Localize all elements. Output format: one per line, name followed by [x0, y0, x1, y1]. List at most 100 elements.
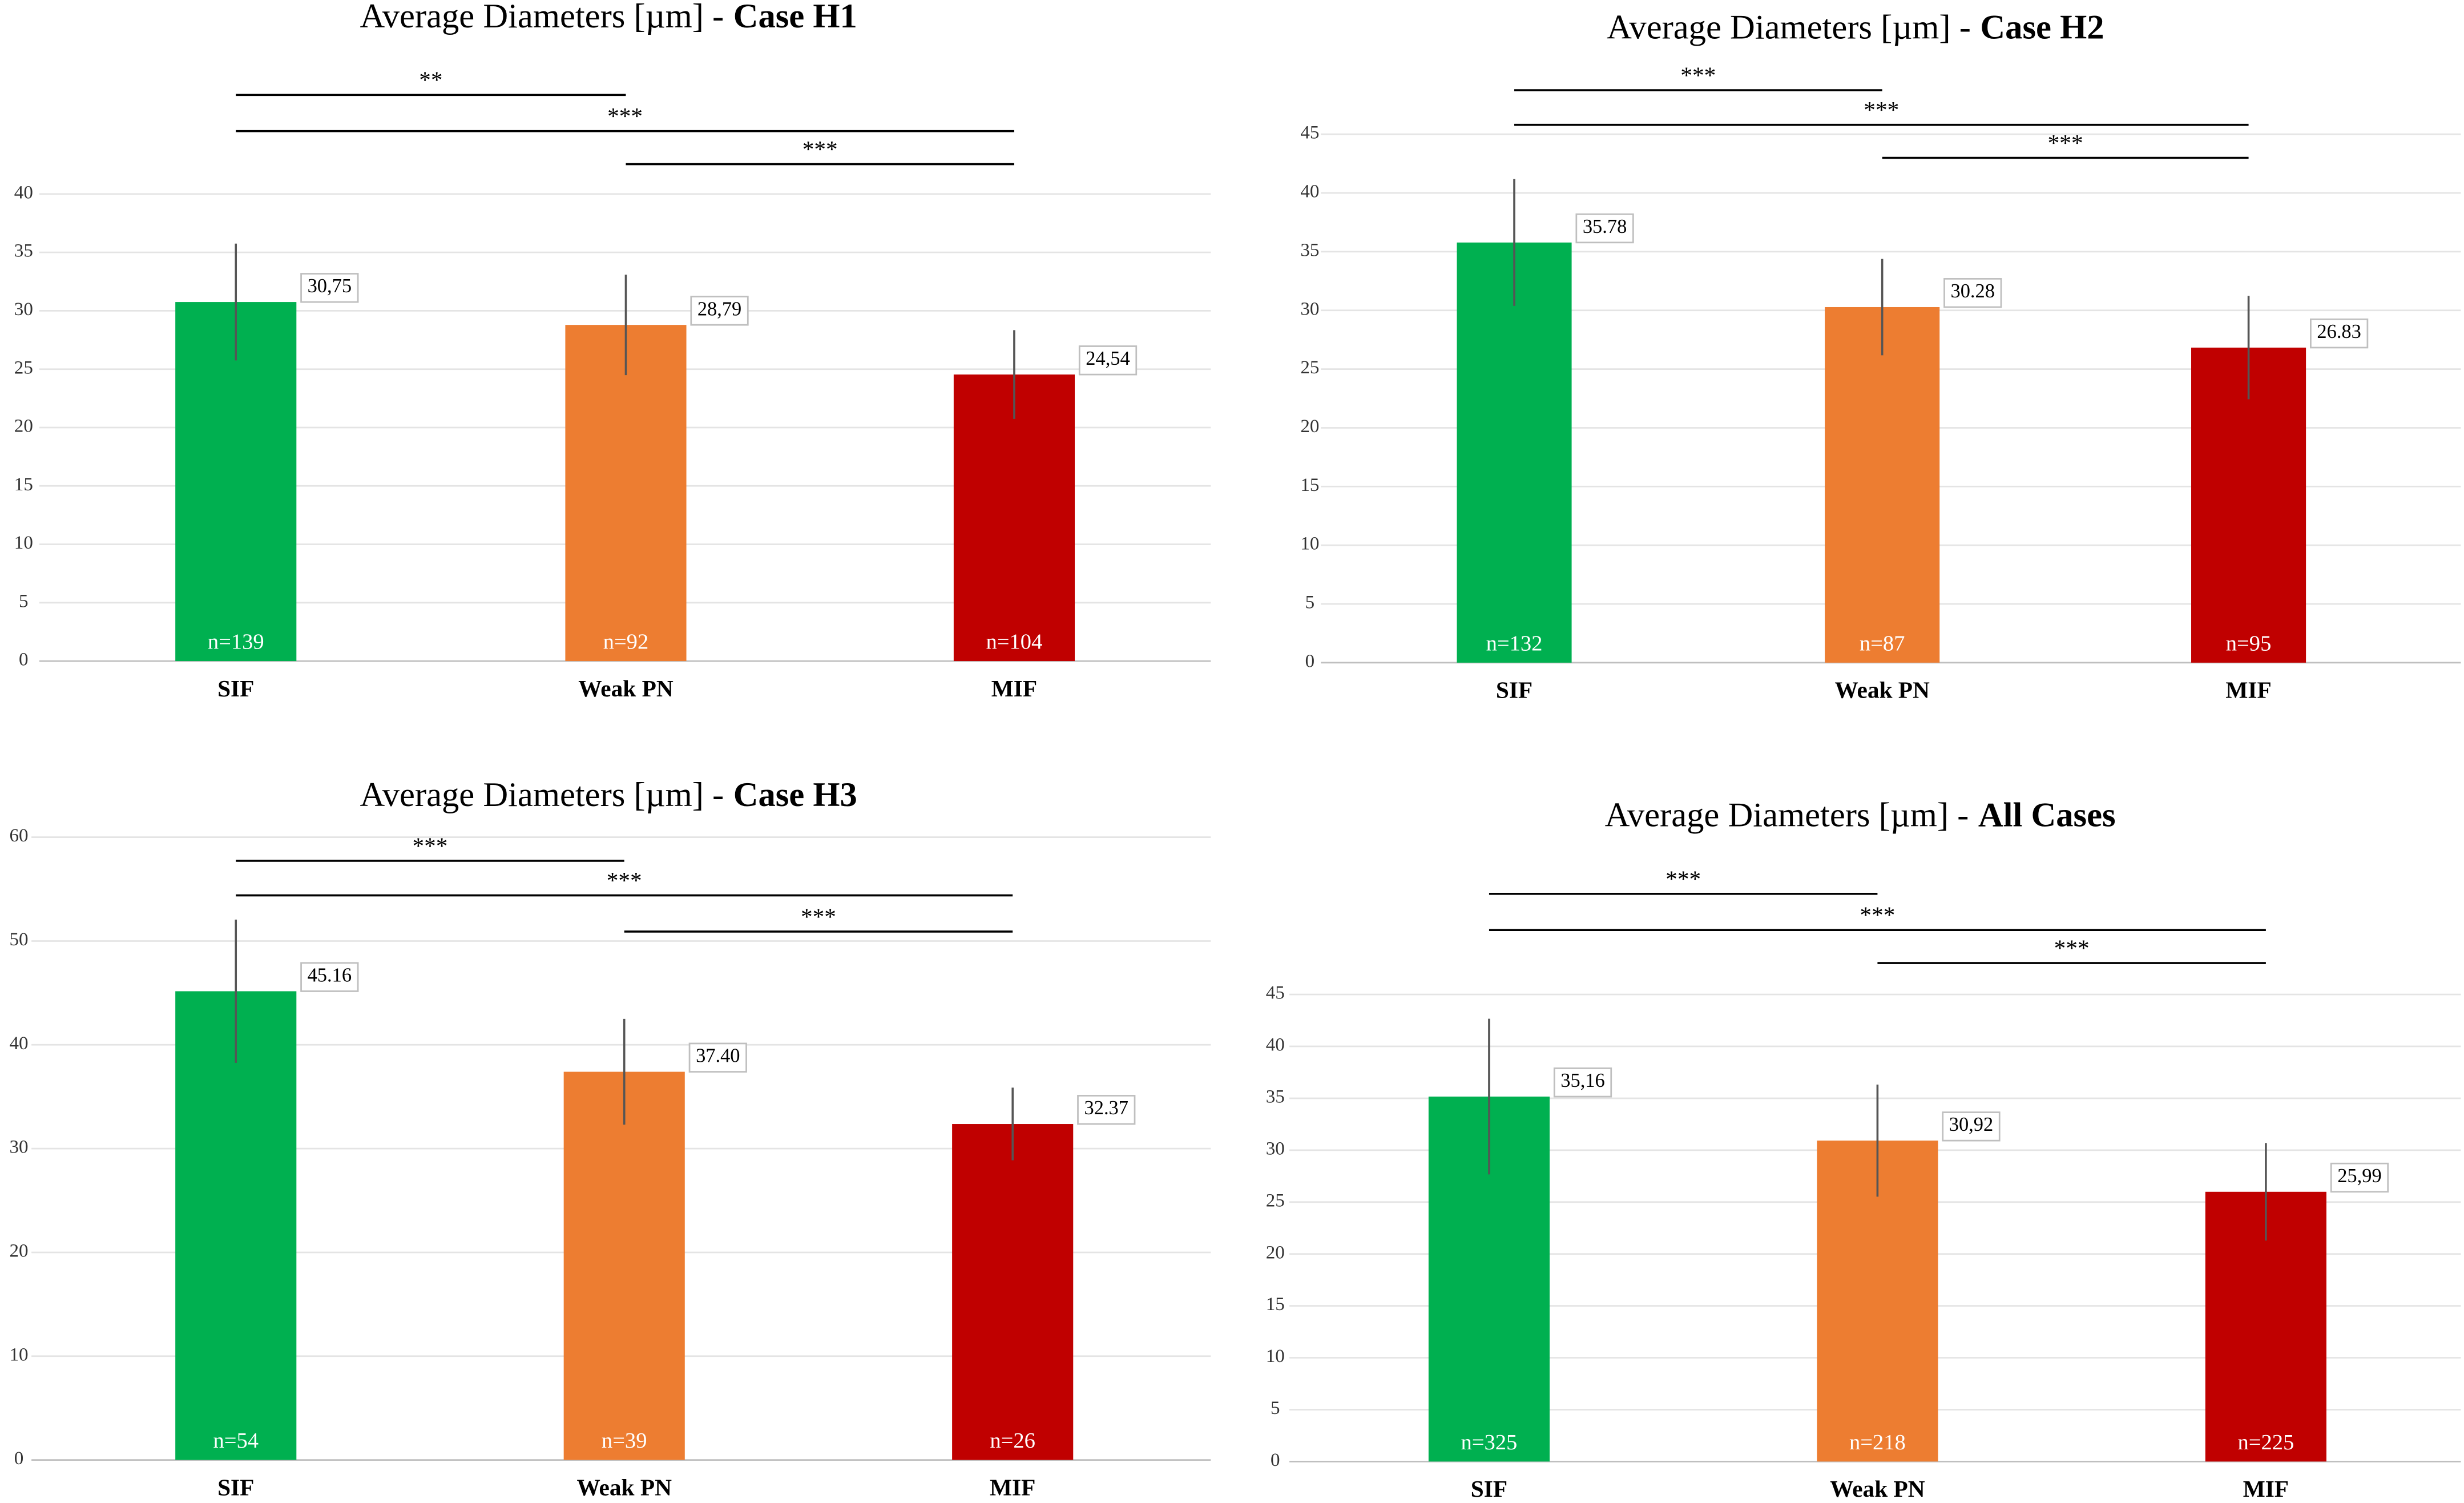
title-text: Average Diameters [µm] -: [360, 0, 724, 35]
chart-title: Average Diameters [µm] - Case H1: [360, 0, 857, 35]
y-tick-label: 35: [14, 241, 33, 261]
y-tick-label: 10: [10, 1344, 29, 1365]
y-tick-label: 40: [10, 1033, 29, 1054]
bar-label: n=26: [990, 1429, 1035, 1453]
value-label-box: [2310, 318, 2369, 349]
y-tick-label: 10: [14, 533, 33, 553]
value-label: 26.83: [2317, 321, 2361, 342]
x-tick-label: MIF: [2225, 677, 2271, 703]
y-tick-label: 60: [10, 825, 29, 846]
y-tick-label: 40: [1300, 182, 1319, 202]
chart-title: Average Diameters [µm] - All Cases: [1605, 796, 2116, 834]
chart-title: Average Diameters [µm] - Case H3: [360, 776, 857, 814]
bar: [563, 1071, 685, 1460]
y-tick-label: 50: [10, 929, 29, 950]
value-label-box: [300, 273, 359, 303]
bar: [2191, 347, 2306, 663]
y-tick-label: 20: [1300, 416, 1319, 437]
y-tick-label: 45: [1300, 123, 1319, 143]
x-tick-label: SIF: [217, 1474, 254, 1500]
y-tick-label: 15: [1300, 475, 1319, 495]
y-tick-label: 40: [14, 182, 33, 203]
bar: [175, 302, 297, 662]
y-tick-label: 20: [10, 1241, 29, 1262]
x-tick-label: MIF: [990, 1474, 1035, 1500]
x-tick-label: MIF: [2243, 1476, 2289, 1502]
x-tick-label: Weak PN: [577, 1474, 672, 1500]
value-label-box: [1943, 278, 2002, 308]
y-tick-label: 10: [1300, 534, 1319, 554]
bar-label: n=225: [2237, 1431, 2294, 1454]
bar: [952, 1124, 1074, 1460]
value-label-box: [1553, 1067, 1612, 1098]
x-tick-label: SIF: [1496, 677, 1533, 703]
y-tick-label: 25: [1266, 1190, 1285, 1211]
value-label-box: [688, 1042, 747, 1073]
bar-label: n=325: [1461, 1431, 1518, 1454]
value-label: 35,16: [1560, 1070, 1604, 1091]
bar-label: n=139: [208, 630, 264, 654]
bar-label: n=132: [1486, 631, 1543, 655]
significance-label: ***: [607, 867, 642, 893]
title-text: Average Diameters [µm] -: [1605, 796, 1969, 834]
y-tick-label: 40: [1266, 1035, 1285, 1055]
value-label: 28,79: [697, 298, 741, 320]
bar-label: n=92: [603, 630, 649, 654]
y-tick-label: 30: [1300, 299, 1319, 319]
bar-label: n=87: [1860, 631, 1905, 655]
y-tick-label: 10: [1266, 1346, 1285, 1367]
bar: [175, 991, 297, 1460]
title-text: Average Diameters [µm] -: [1607, 8, 1971, 46]
value-label-box: [690, 296, 749, 326]
panel: Average Diameters [µm] - Case H1 0 5 10 15 20 2…: [14, 0, 1211, 702]
significance-label: ***: [607, 103, 643, 129]
significance-label: ***: [801, 903, 836, 929]
title-bold: Case H3: [733, 776, 857, 814]
x-tick-label: SIF: [1471, 1476, 1507, 1502]
value-label-box: [2330, 1162, 2389, 1193]
value-label: 35.78: [1583, 216, 1627, 237]
x-tick-label: Weak PN: [1834, 677, 1930, 703]
y-tick-label: 20: [14, 416, 33, 437]
panel: Average Diameters [µm] - Case H3 0 10 20 30 40…: [10, 776, 1211, 1500]
significance-label: ***: [1860, 902, 1895, 928]
value-label: 24,54: [1086, 348, 1130, 369]
value-label: 25,99: [2337, 1165, 2381, 1187]
title-bold: All Cases: [1978, 796, 2116, 834]
value-label: 30,92: [1949, 1114, 1993, 1135]
value-label-box: [1942, 1111, 2001, 1142]
y-tick-label: 5: [1305, 593, 1315, 613]
y-tick-label: 25: [14, 357, 33, 378]
significance-label: **: [419, 67, 442, 93]
bar: [565, 325, 687, 662]
bar: [1457, 242, 1572, 663]
x-tick-label: SIF: [217, 675, 254, 702]
x-tick-label: Weak PN: [578, 675, 674, 702]
bar: [1825, 307, 1940, 663]
value-label: 30.28: [1951, 280, 1995, 302]
bar-label: n=95: [2226, 631, 2272, 655]
y-tick-label: 0: [14, 1448, 24, 1469]
value-label: 45.16: [308, 965, 352, 986]
y-tick-label: 5: [19, 591, 29, 611]
bar-label: n=54: [213, 1429, 259, 1453]
significance-label: ***: [2054, 934, 2090, 961]
y-tick-label: 15: [14, 474, 33, 495]
y-tick-label: 0: [1305, 651, 1315, 671]
title-bold: Case H2: [1980, 8, 2104, 46]
y-tick-label: 15: [1266, 1294, 1285, 1315]
significance-label: ***: [1665, 865, 1701, 892]
value-label-box: [300, 962, 359, 992]
panel: Average Diameters [µm] - Case H2 0 5 10 15 20 2…: [1300, 8, 2461, 703]
y-tick-label: 45: [1266, 983, 1285, 1004]
significance-label: ***: [412, 832, 447, 859]
value-label-box: [1077, 1095, 1136, 1125]
y-tick-label: 30: [14, 299, 33, 320]
value-label: 32.37: [1084, 1097, 1128, 1119]
panel: Average Diameters [µm] - All Cases 0 5 10 15 2…: [1266, 796, 2461, 1502]
x-tick-label: Weak PN: [1830, 1476, 1925, 1502]
significance-label: ***: [1680, 62, 1716, 88]
title-text: Average Diameters [µm] -: [360, 776, 724, 814]
